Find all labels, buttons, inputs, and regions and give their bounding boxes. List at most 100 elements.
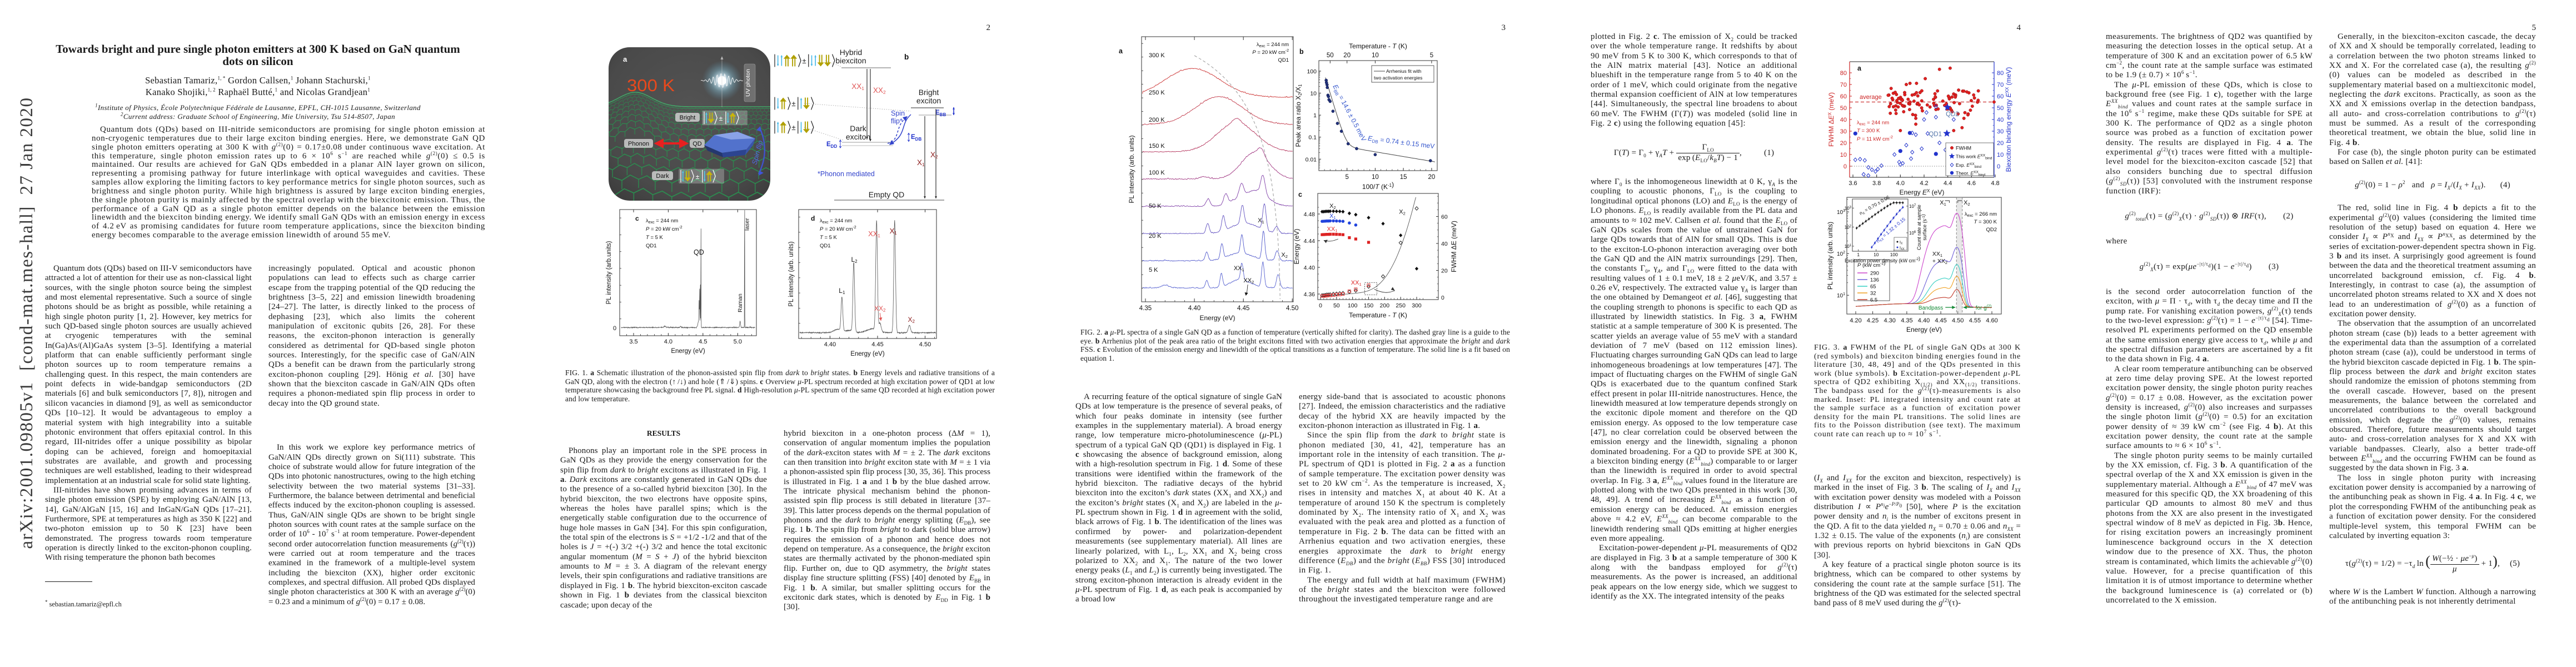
svg-text:*Phonon mediated: *Phonon mediated [818,170,875,178]
svg-text:20: 20 [1840,140,1847,147]
svg-text:±: ± [791,123,795,132]
svg-text:λexc = 266 nm: λexc = 266 nm [1965,211,1997,218]
svg-text:4.55: 4.55 [1969,317,1981,324]
svg-text:average: average [1860,94,1882,101]
svg-text:L1: L1 [839,287,845,295]
svg-text:QD2: QD2 [1946,111,1959,118]
svg-text:XX2: XX2 [1243,277,1254,285]
svg-text:1: 1 [1857,252,1860,257]
svg-text:Dark: Dark [850,124,867,133]
svg-text:4.45: 4.45 [871,341,883,348]
svg-text:X2: X2 [1329,203,1336,210]
svg-text:4.44: 4.44 [1304,238,1316,245]
svg-text:4.4: 4.4 [1944,180,1952,187]
svg-text:a: a [623,55,627,63]
svg-text:Bright: Bright [919,88,939,97]
svg-text:4.40: 4.40 [1304,265,1316,271]
svg-text:+ XX2: + XX2 [1932,258,1947,265]
svg-text:Temperature - T (K): Temperature - T (K) [1349,311,1407,319]
svg-text:250 K: 250 K [1149,89,1165,96]
svg-text:1: 1 [1313,112,1317,119]
svg-text:X2: X2 [930,151,938,160]
svg-text:106: 106 [1909,231,1916,236]
svg-text:a: a [1119,47,1123,55]
svg-text:c: c [635,215,639,222]
svg-text:T = 300 K: T = 300 K [1857,128,1880,134]
svg-text:60: 60 [1997,93,2004,100]
svg-text:P = 20 kW cm-2: P = 20 kW cm-2 [1252,49,1289,56]
svg-text:QD1: QD1 [646,243,657,249]
svg-text:250: 250 [1396,302,1406,309]
svg-text:for g(2): for g(2) [1976,305,1992,311]
svg-text:4.0: 4.0 [664,339,672,345]
svg-text:Energy (eV): Energy (eV) [671,348,705,355]
svg-text:λexc = 244 nm: λexc = 244 nm [1257,42,1289,48]
svg-text:flip*: flip* [891,117,903,125]
svg-text:4.30: 4.30 [1884,317,1895,324]
svg-text:5.0: 5.0 [734,339,742,345]
svg-text:QD1: QD1 [820,243,831,249]
svg-text:exciton: exciton [846,132,870,141]
svg-text:X1: X1 [1258,217,1264,225]
svg-text:b: b [1299,48,1304,56]
svg-text:laser: laser [744,218,751,231]
svg-text:b: b [904,53,909,61]
svg-text:103: 103 [1845,206,1852,211]
svg-text:XX1: XX1 [1932,251,1942,258]
svg-text:PL intensity (arb. units): PL intensity (arb. units) [1826,222,1834,290]
svg-text:XX1: XX1 [1234,265,1244,272]
svg-text:4.2: 4.2 [1920,180,1928,187]
svg-text:c: c [1298,191,1302,198]
svg-text:102: 102 [1837,251,1845,257]
svg-text:4.36: 4.36 [1304,291,1316,298]
svg-text:±: ± [802,57,806,65]
svg-text:10: 10 [1310,91,1317,97]
svg-text:50: 50 [1327,52,1334,59]
svg-text:20: 20 [1428,174,1436,181]
svg-text:X2: X2 [1281,252,1288,259]
svg-text:4.40: 4.40 [824,341,836,348]
svg-text:10: 10 [1874,252,1879,257]
svg-text:X1: X1 [917,158,925,167]
svg-text:101: 101 [1845,244,1852,249]
svg-text:QD1: QD1 [1278,57,1289,63]
svg-text:150 K: 150 K [1149,143,1165,150]
svg-text:100/T (K-1): 100/T (K-1) [1362,181,1394,191]
svg-text:0.01: 0.01 [1306,156,1317,163]
svg-text:Empty QD: Empty QD [869,190,905,199]
svg-text:Bandpass: Bandpass [1919,305,1943,311]
svg-text:X2: X2 [1399,209,1406,216]
svg-text:0: 0 [1441,295,1444,301]
svg-text:4.5: 4.5 [699,339,707,345]
svg-text:65: 65 [1870,284,1876,290]
svg-text:200: 200 [1380,302,1390,309]
svg-text:3.5: 3.5 [629,339,637,345]
svg-text:4.50: 4.50 [1952,317,1964,324]
svg-text:50: 50 [1840,105,1847,112]
svg-text:Temperature - T (K): Temperature - T (K) [1349,42,1407,50]
svg-text:4.25: 4.25 [1867,317,1879,324]
svg-text:Phonon: Phonon [628,141,649,147]
svg-text:T = 5 K: T = 5 K [646,235,664,241]
svg-text:200 K: 200 K [1149,117,1165,123]
svg-text:20 K: 20 K [1149,233,1162,240]
svg-text:0.1: 0.1 [1308,135,1317,141]
svg-text:10: 10 [1372,174,1379,181]
svg-text:Energy (eV): Energy (eV) [1293,228,1301,264]
svg-text:FWHM: FWHM [1956,146,1971,151]
svg-text:XX2: XX2 [873,86,886,95]
svg-text:XX1: XX1 [1327,226,1338,233]
svg-text:70: 70 [1997,82,2004,88]
svg-text:100: 100 [1307,68,1317,75]
svg-text:20: 20 [1343,52,1351,59]
svg-text:20: 20 [1441,268,1448,275]
svg-text:Energy (eV): Energy (eV) [1906,326,1942,334]
svg-text:EDB: EDB [911,134,921,142]
svg-text:107: 107 [1909,204,1916,209]
svg-text:XX1: XX1 [868,230,880,238]
svg-text:4.0: 4.0 [1896,180,1905,187]
svg-text:FWHM ΔEX (meV): FWHM ΔEX (meV) [1827,92,1835,147]
svg-text:±: ± [719,115,723,122]
svg-text:XX1: XX1 [1351,280,1362,287]
svg-text:d: d [811,215,815,222]
